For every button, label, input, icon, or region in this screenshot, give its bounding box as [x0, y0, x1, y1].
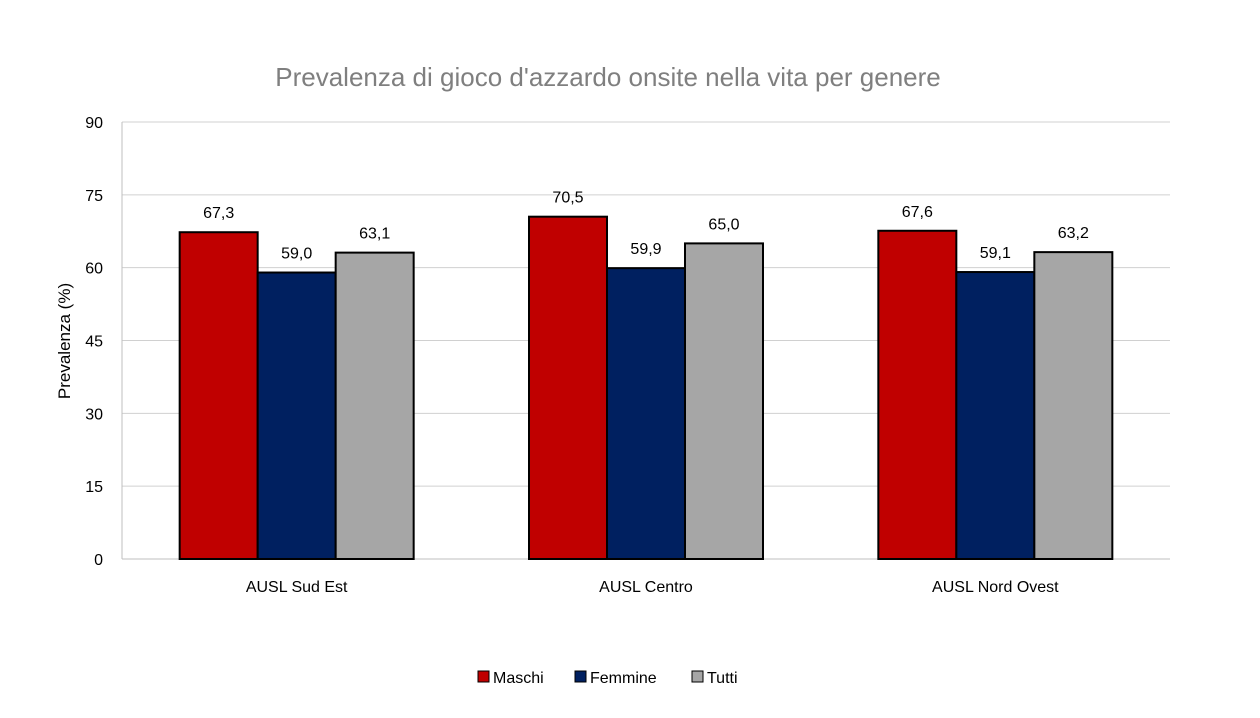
x-tick-label: AUSL Centro	[599, 579, 693, 596]
legend-swatch-femmine	[574, 670, 587, 683]
y-tick-label: 90	[85, 115, 103, 132]
legend-label-femmine: Femmine	[590, 670, 657, 687]
data-label: 59,9	[630, 241, 661, 258]
bar-tutti-3	[1033, 251, 1114, 561]
y-tick-label: 60	[85, 261, 103, 278]
y-tick-label: 45	[85, 334, 103, 351]
data-label: 70,5	[552, 190, 583, 207]
bar-tutti-2	[684, 242, 764, 560]
bar-femmine-1	[256, 271, 337, 560]
data-label: 63,2	[1058, 225, 1089, 242]
data-label: 67,3	[203, 205, 234, 222]
data-label: 59,0	[281, 246, 312, 263]
legend-label-tutti: Tutti	[707, 670, 738, 687]
x-tick-label: AUSL Sud Est	[246, 579, 348, 596]
legend: Maschi Femmine Tutti	[477, 670, 738, 687]
chart-title: Prevalenza di gioco d'azzardo onsite nel…	[275, 62, 941, 92]
y-tick-label: 15	[85, 479, 103, 496]
legend-swatch-maschi	[477, 670, 490, 683]
bar-maschi-1	[178, 231, 259, 561]
bar-tutti-1	[334, 251, 415, 560]
bar-femmine-3	[955, 271, 1036, 560]
legend-label-maschi: Maschi	[493, 670, 544, 687]
legend-swatch-tutti	[691, 670, 704, 683]
y-tick-label: 0	[94, 552, 103, 569]
y-axis-label: Prevalenza (%)	[55, 283, 74, 399]
category-labels: AUSL Sud Est AUSL Centro AUSL Nord Ovest	[246, 579, 1059, 596]
x-tick-label: AUSL Nord Ovest	[932, 579, 1059, 596]
data-label: 63,1	[359, 226, 390, 243]
bar-femmine-2	[606, 267, 686, 560]
bar-maschi-3	[877, 229, 958, 561]
y-tick-label: 30	[85, 406, 103, 423]
data-label: 65,0	[708, 216, 739, 233]
data-label: 67,6	[902, 204, 933, 221]
data-label: 59,1	[980, 245, 1011, 262]
bar-maschi-2	[528, 215, 608, 561]
data-labels: 67,3 59,0 63,1 70,5 59,9 65,0 67,6 59,1 63,2	[203, 190, 1089, 263]
y-tick-label: 75	[85, 188, 103, 205]
bars	[178, 215, 1114, 561]
